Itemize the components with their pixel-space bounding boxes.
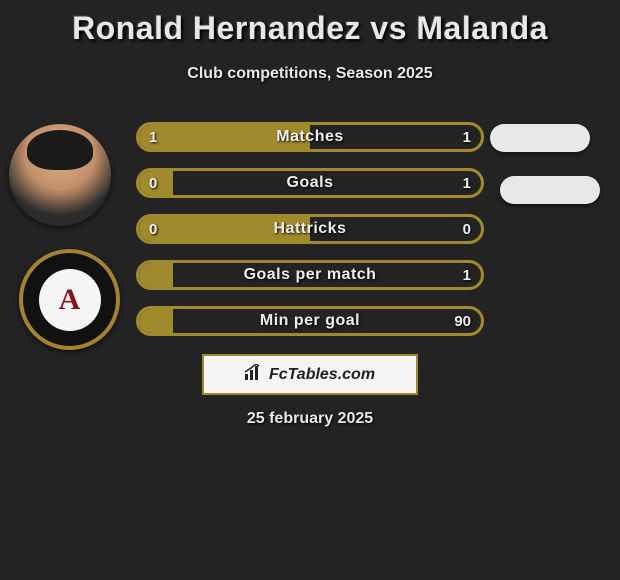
player-left-avatar: [9, 124, 111, 226]
stat-label: Hattricks: [139, 220, 481, 238]
stat-label: Goals per match: [139, 266, 481, 284]
stat-row-goals-per-match: Goals per match 1: [136, 260, 484, 290]
stat-row-matches: 1 Matches 1: [136, 122, 484, 152]
stat-value-right: 1: [463, 129, 471, 146]
stats-rows: 1 Matches 1 0 Goals 1 0 Hattricks 0 Goal…: [136, 122, 484, 352]
fctables-label: FcTables.com: [269, 366, 375, 384]
stat-row-goals: 0 Goals 1: [136, 168, 484, 198]
stat-label: Matches: [139, 128, 481, 146]
player-left-block: [9, 124, 111, 226]
stat-value-right: 90: [454, 313, 471, 330]
stat-label: Goals: [139, 174, 481, 192]
player-right-pill-goals: [500, 176, 600, 204]
stat-value-right: 0: [463, 221, 471, 238]
date-footer: 25 february 2025: [0, 410, 620, 428]
club-badge-initial: A: [39, 269, 101, 331]
stat-value-right: 1: [463, 175, 471, 192]
competition-subtitle: Club competitions, Season 2025: [0, 65, 620, 83]
stat-row-hattricks: 0 Hattricks 0: [136, 214, 484, 244]
stat-label: Min per goal: [139, 312, 481, 330]
stat-value-right: 1: [463, 267, 471, 284]
page-title: Ronald Hernandez vs Malanda: [0, 0, 620, 47]
fctables-watermark: FcTables.com: [202, 354, 418, 395]
bar-chart-icon: [245, 364, 263, 385]
player-right-pill-matches: [490, 124, 590, 152]
player-left-club-badge: A: [19, 249, 120, 350]
stat-row-min-per-goal: Min per goal 90: [136, 306, 484, 336]
